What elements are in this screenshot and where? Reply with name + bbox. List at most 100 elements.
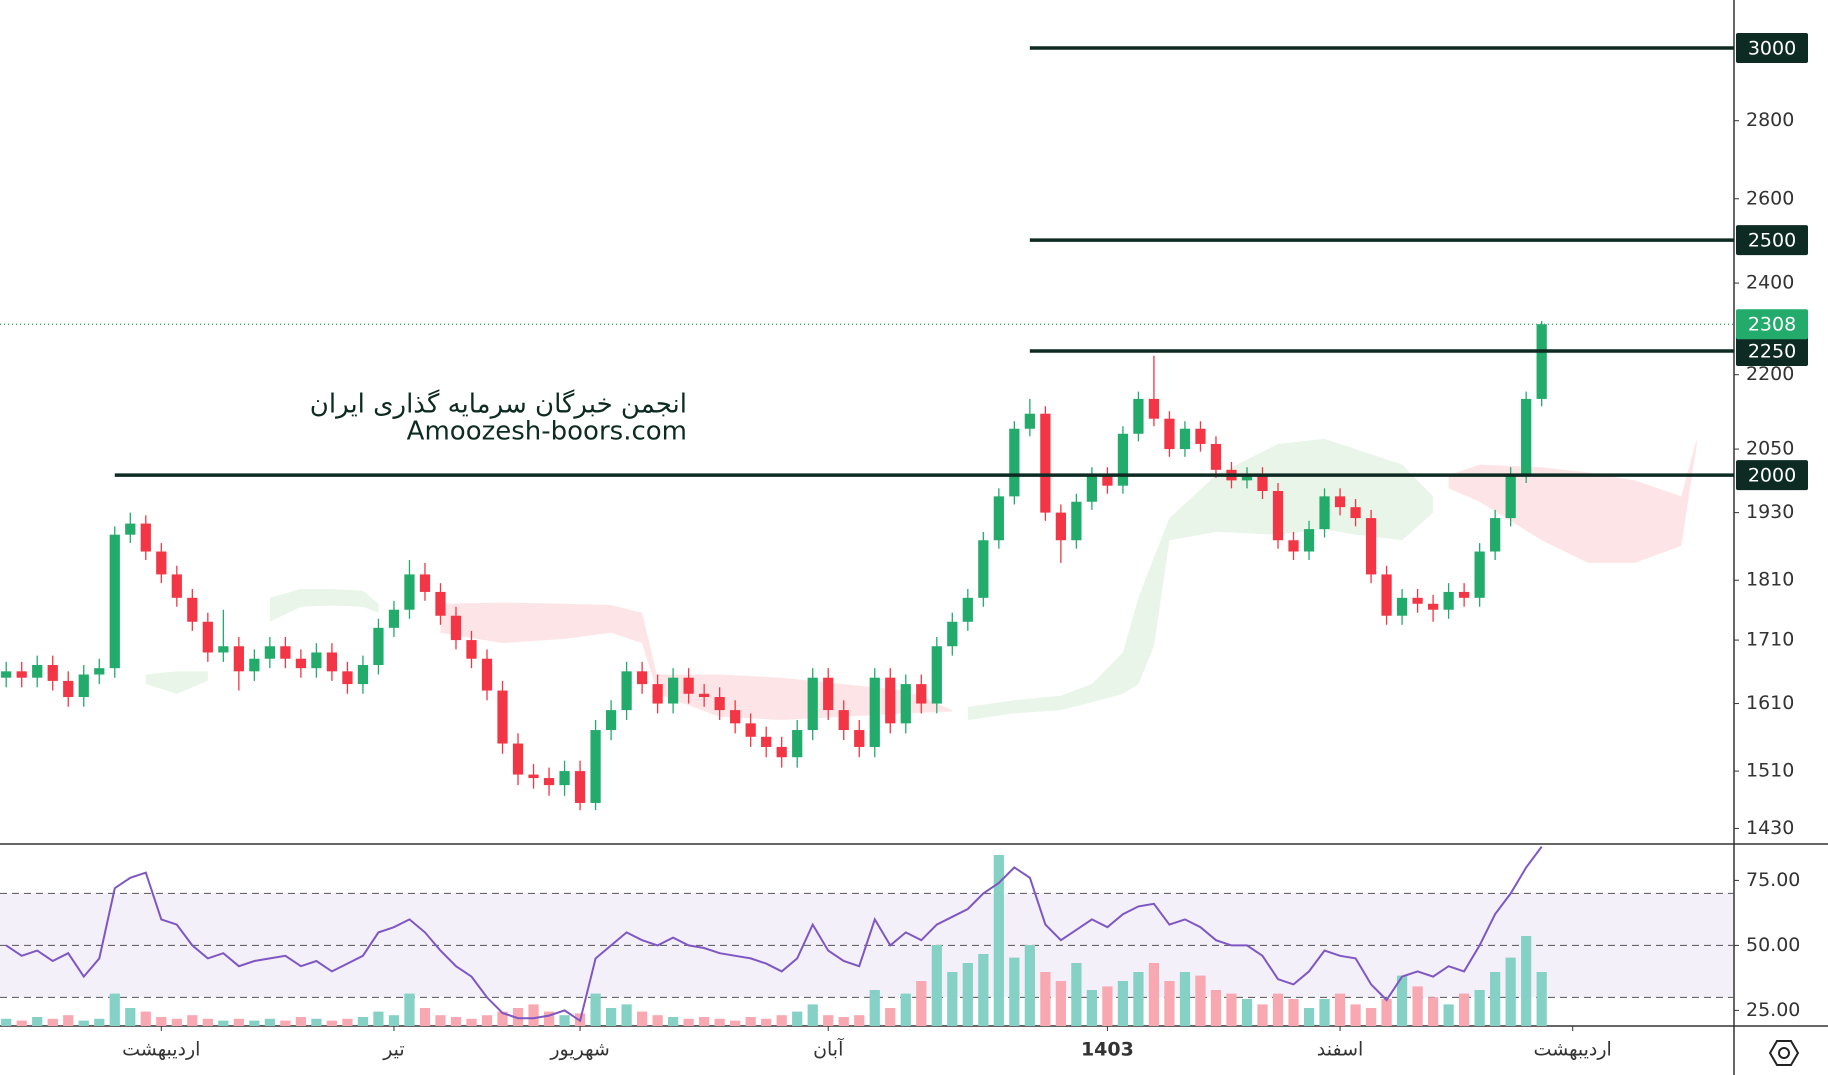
ichimoku-cloud [269,588,379,622]
volume-bar [109,993,120,1026]
candle-body [78,674,89,698]
volume-bar [1396,975,1408,1026]
volume-bar [373,1011,384,1026]
level-layer: 3000 2500 2250 2000 2308 [0,33,1808,491]
volume-bar [885,1008,896,1026]
candle-body [668,677,679,704]
x-tick-label: تیر [382,1039,405,1061]
volume-bar [699,1017,710,1026]
candle-body [636,671,648,685]
ichimoku-cloud [145,671,208,694]
volume-bar [621,1004,632,1026]
volume-bar [16,1020,27,1026]
level-label: 3000 [1748,38,1796,60]
x-tick-label: اسفند [1317,1039,1364,1061]
candle-body [1350,507,1361,519]
level-label-box [1736,33,1808,64]
volume-bar [1350,1004,1361,1026]
candle-body [481,658,493,691]
candle-body [993,496,1004,541]
candle-body [730,710,741,724]
candle-body [171,574,182,598]
candle-body [1241,475,1253,481]
volume-bar [1241,999,1253,1026]
candle-body [1303,529,1315,552]
volume-bar [264,1018,275,1026]
x-tick-label: آبان [813,1037,844,1061]
x-tick-label: شهریور [549,1039,609,1061]
candle-body [125,523,136,535]
volume-bar [714,1018,725,1026]
volume-bar [1040,972,1051,1026]
volume-bar [466,1018,477,1026]
volume-bar [528,1004,539,1026]
level-label: 2250 [1748,341,1796,363]
volume-bar [78,1020,89,1026]
y-tick-label: 1930 [1746,501,1794,523]
candle-body [1521,398,1532,476]
volume-bar [1459,993,1470,1026]
candle-layer [1,321,1547,811]
candle-body [652,684,663,704]
volume-bar [1365,1008,1377,1026]
candle-body [978,540,989,598]
volume-bar [776,1015,787,1026]
volume-bar [683,1018,694,1026]
candle-body [543,778,555,786]
annotation: Amoozesh-boors.com [407,417,687,447]
volume-bar [326,1020,338,1026]
candle-body [1272,491,1284,541]
volume-bar [1133,972,1144,1026]
candle-body [295,658,307,669]
candle-body [1381,574,1392,616]
volume-bar [1164,981,1175,1026]
y-tick-label: 2800 [1746,109,1794,131]
candle-body [574,771,586,803]
candle-body [1412,597,1423,604]
candle-body [450,615,462,641]
candle-body [1195,428,1206,444]
candle-body [419,574,431,592]
rsi-line [5,846,1543,1023]
x-tick-label: اردیبهشت [122,1039,200,1061]
last-price-label: 2308 [1748,314,1796,336]
volume-bar [590,993,601,1026]
candle-body [885,677,896,724]
candle-body [109,534,120,669]
settings-icon[interactable] [1768,1040,1800,1066]
candle-body [683,677,694,694]
candle-body [140,523,151,552]
volume-bar [916,981,927,1026]
volume-bar [94,1018,105,1026]
candle-body [1490,518,1501,552]
level-label: 2000 [1748,465,1796,487]
candle-body [869,677,880,747]
ichimoku-cloud [440,602,658,694]
volume-bar [1009,957,1020,1026]
x-tick-label: اردیبهشت [1534,1039,1612,1061]
candle-body [202,621,213,653]
volume-bar [605,1008,617,1026]
candle-body [807,677,818,731]
volume-bar [1319,999,1330,1026]
volume-bar [1148,963,1160,1026]
x-tick-label: 1403 [1081,1039,1134,1061]
candle-body [342,671,353,685]
level-label-box [1736,225,1808,256]
volume-bar [900,993,911,1026]
last-price-box [1736,309,1808,340]
y-tick-label: 1430 [1746,817,1794,839]
y-tick-label: 1710 [1746,629,1794,651]
volume-bar [668,1017,679,1026]
candle-body [388,609,400,628]
volume-bar [636,1011,648,1026]
candle-body [47,665,58,681]
volume-bar [1024,945,1035,1026]
volume-bar [125,1008,136,1026]
volume-bar [1536,972,1547,1026]
axis-layer: 2800 2600 2400 2200 2050 1930 1810171016101510… [122,109,1800,1060]
candle-body [1024,413,1035,429]
volume-bar [1071,963,1082,1026]
